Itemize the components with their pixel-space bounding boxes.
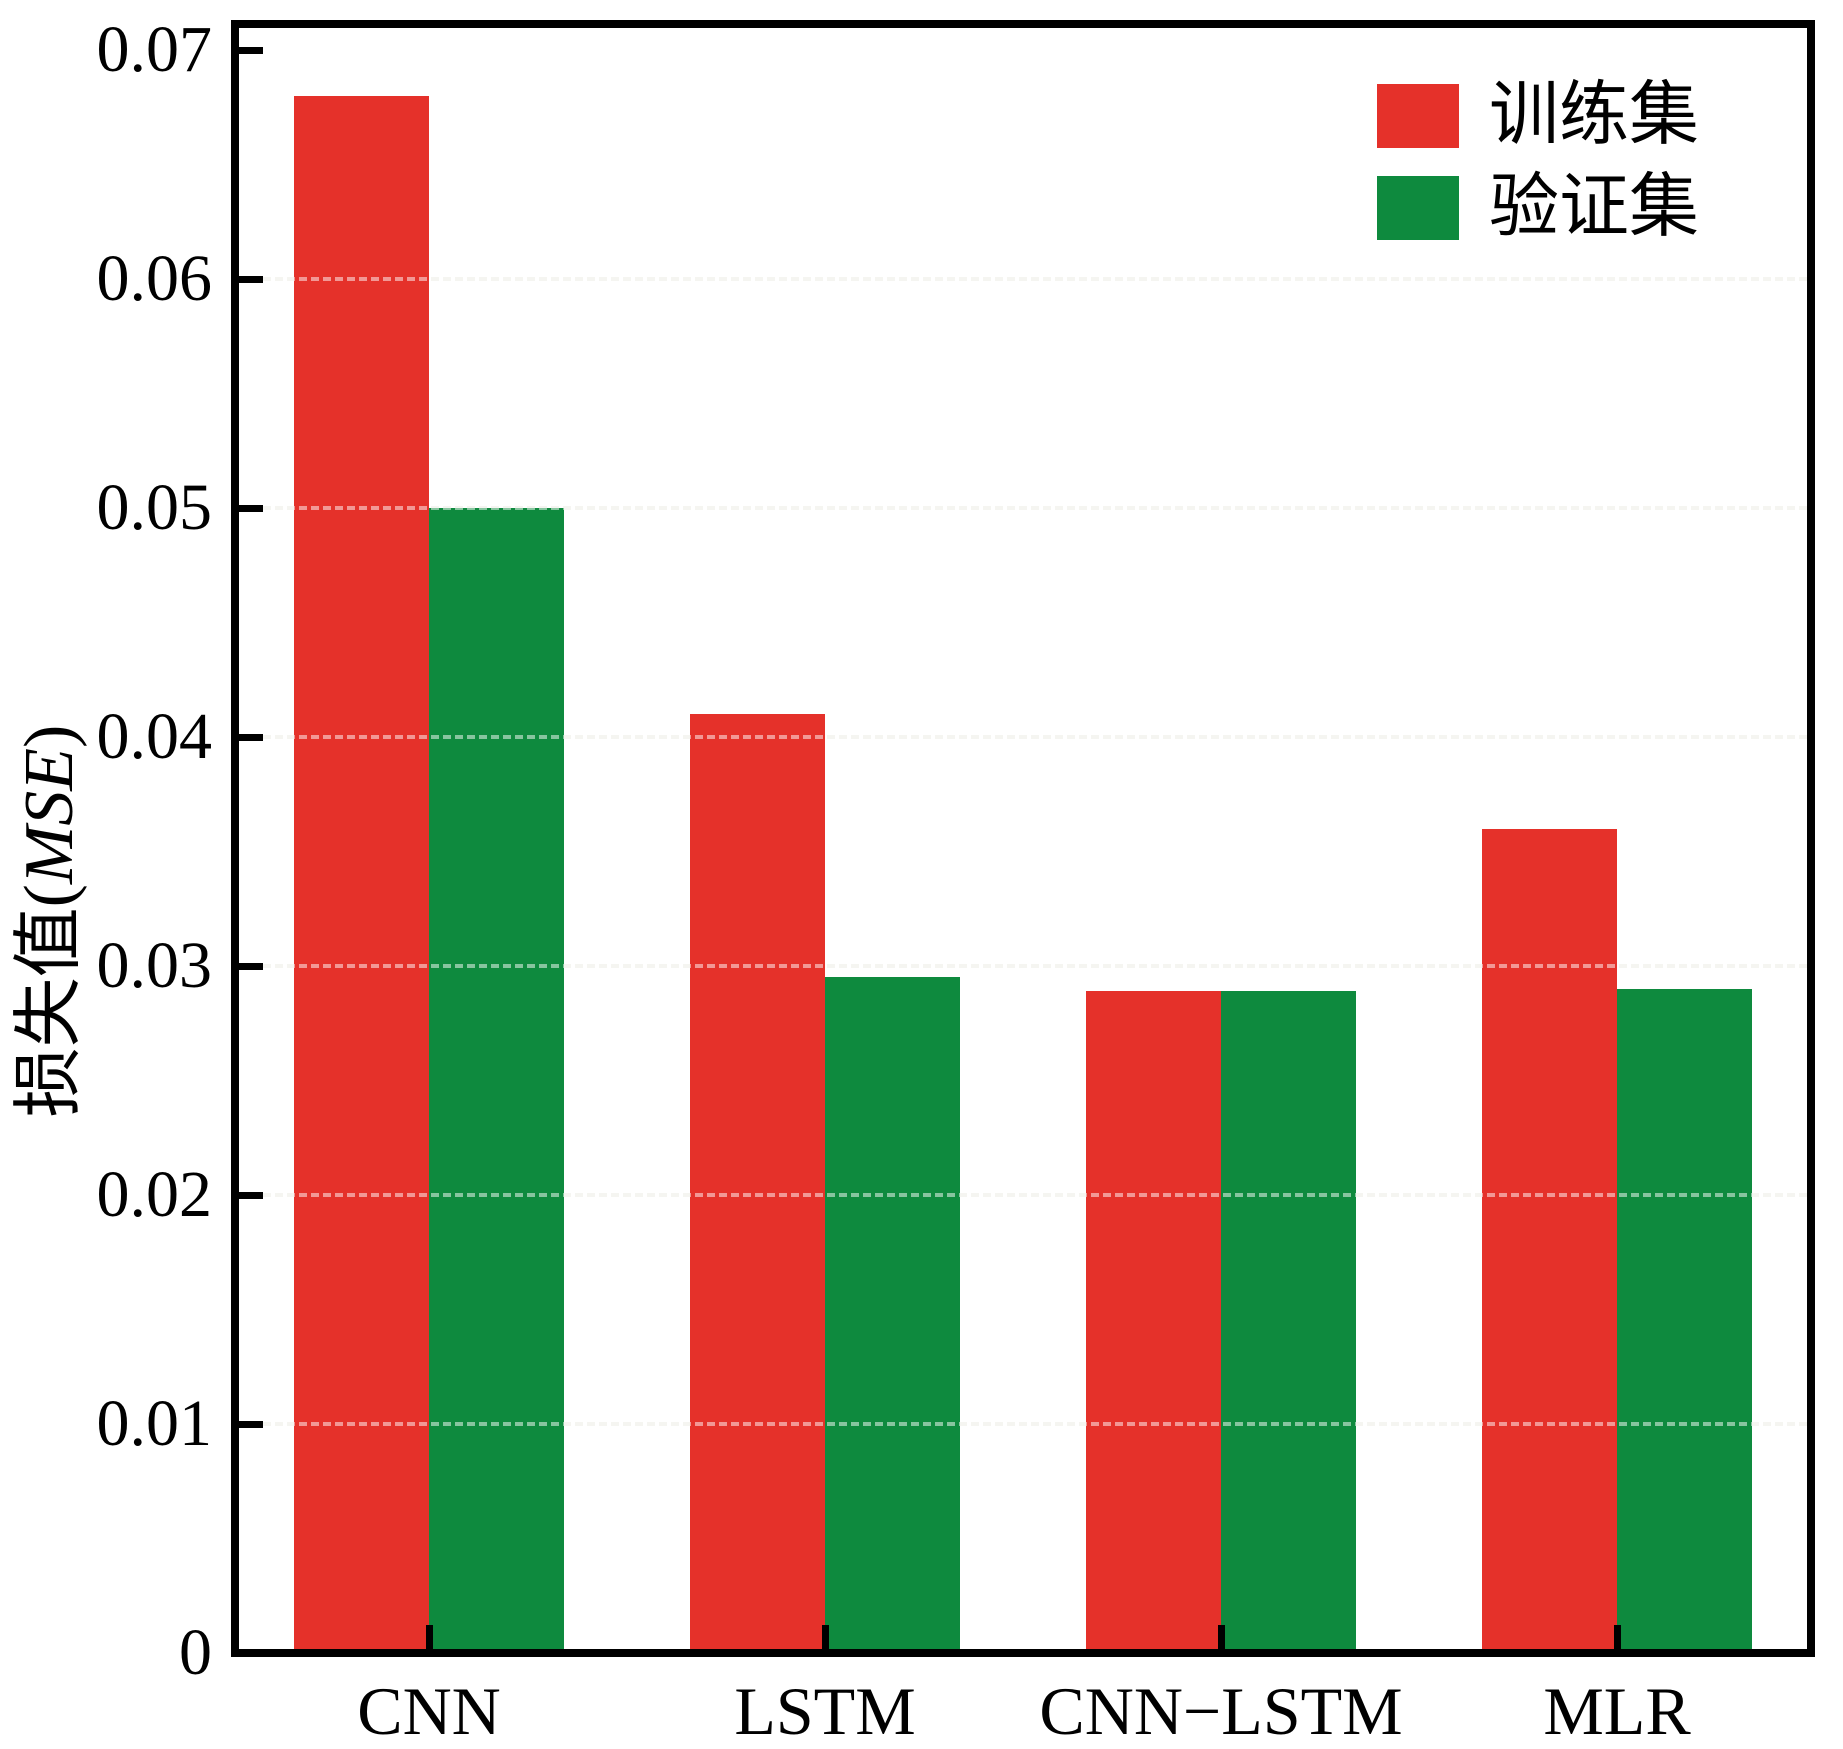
y-axis-title: 损失值(MSE) xyxy=(11,541,88,1301)
bar-mlr-validation xyxy=(1617,989,1752,1649)
y-tick-0.01 xyxy=(239,1421,263,1428)
bar-lstm-train xyxy=(690,714,825,1649)
gridline-0.04 xyxy=(239,735,1807,739)
x-tick-label-cnn: CNN xyxy=(357,1673,501,1749)
x-tick-1 xyxy=(426,1625,433,1649)
bar-cnn-train xyxy=(294,96,429,1649)
y-tick-label-0.07: 0.07 xyxy=(96,13,213,86)
gridline-0.02 xyxy=(239,1193,1807,1197)
y-tick-label-0.05: 0.05 xyxy=(96,471,213,544)
gridline-0.03 xyxy=(239,964,1807,968)
legend-row-train: 训练集 xyxy=(1377,80,1699,152)
x-tick-4 xyxy=(1614,1625,1621,1649)
bar-cnn-lstm-validation xyxy=(1221,991,1356,1649)
y-tick-0.05 xyxy=(239,505,263,512)
y-axis-title-close: ) xyxy=(11,724,88,748)
bar-cnn-lstm-train xyxy=(1086,991,1221,1649)
y-tick-0.07 xyxy=(239,47,263,54)
y-axis-title-text: 损失值( xyxy=(11,884,88,1118)
y-tick-label-0.02: 0.02 xyxy=(96,1158,213,1231)
legend-swatch-validation xyxy=(1377,176,1459,240)
y-tick-0.04 xyxy=(239,734,263,741)
y-tick-0 xyxy=(239,1650,263,1657)
bar-mlr-train xyxy=(1482,829,1617,1649)
y-tick-0.03 xyxy=(239,963,263,970)
bar-cnn-validation xyxy=(429,508,564,1649)
x-tick-2 xyxy=(822,1625,829,1649)
x-tick-label-lstm: LSTM xyxy=(734,1673,916,1749)
gridline-0.05 xyxy=(239,506,1807,510)
x-tick-label-mlr: MLR xyxy=(1543,1673,1691,1749)
bar-lstm-validation xyxy=(825,977,960,1649)
x-tick-label-cnn-lstm: CNN−LSTM xyxy=(1039,1673,1403,1749)
gridline-0.06 xyxy=(239,277,1807,281)
y-tick-label-0.03: 0.03 xyxy=(96,929,213,1002)
x-tick-3 xyxy=(1218,1625,1225,1649)
y-tick-label-0.06: 0.06 xyxy=(96,242,213,315)
legend-swatch-train xyxy=(1377,84,1459,148)
gridline-0.01 xyxy=(239,1422,1807,1426)
y-tick-0.02 xyxy=(239,1192,263,1199)
legend: 训练集 验证集 xyxy=(1377,80,1699,264)
legend-label-train: 训练集 xyxy=(1489,77,1699,154)
legend-label-validation: 验证集 xyxy=(1489,169,1699,246)
y-tick-label-0.01: 0.01 xyxy=(96,1387,213,1460)
y-tick-label-0: 0 xyxy=(179,1616,212,1689)
legend-row-validation: 验证集 xyxy=(1377,172,1699,244)
y-tick-label-0.04: 0.04 xyxy=(96,700,213,773)
y-tick-0.06 xyxy=(239,276,263,283)
y-axis-title-mse: MSE xyxy=(11,747,88,885)
